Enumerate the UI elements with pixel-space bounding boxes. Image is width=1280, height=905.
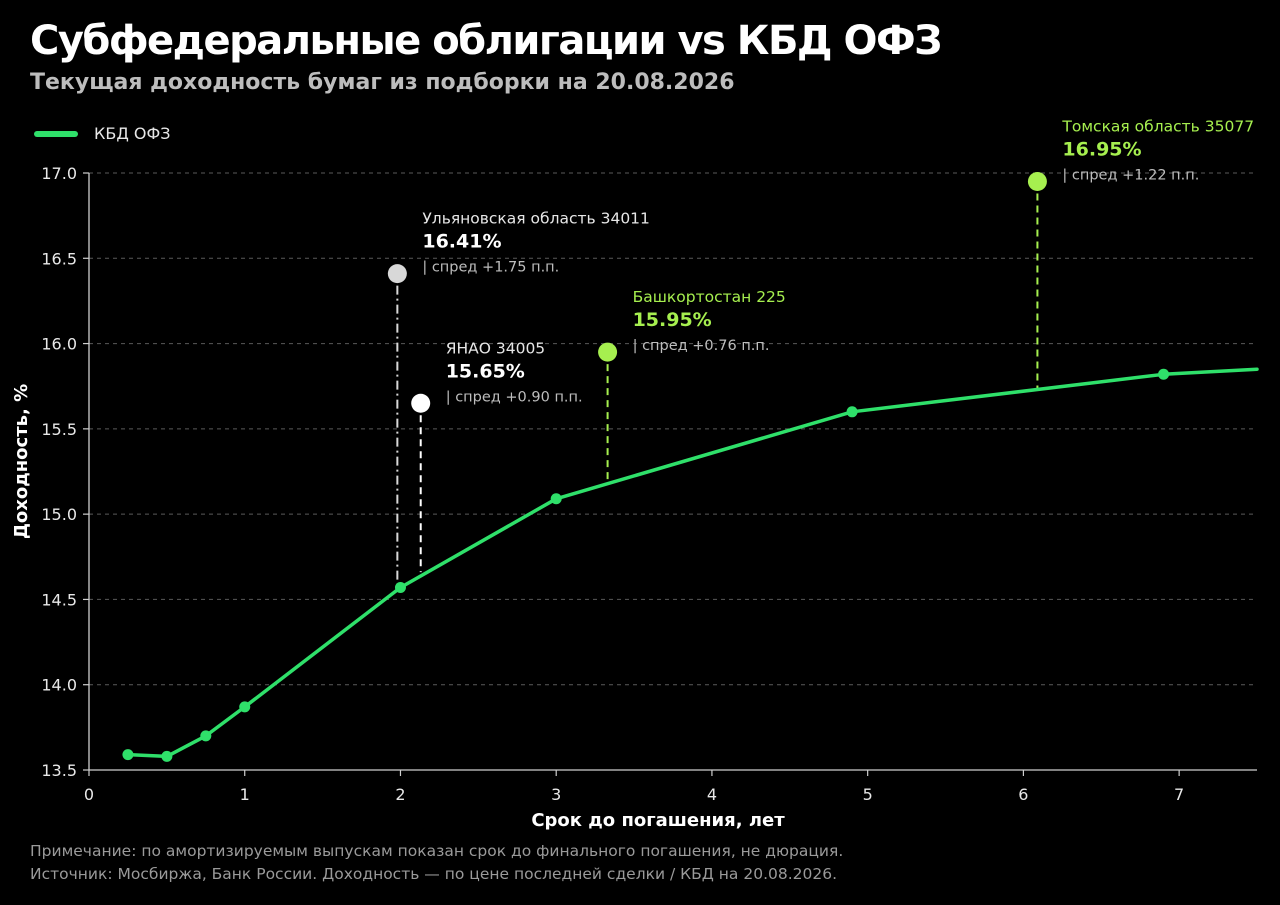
kbd-point [122,749,134,761]
y-tick-label: 15.5 [41,420,77,439]
y-tick-label: 16.0 [41,335,77,354]
spread-stems [396,193,1039,590]
footnote-source: Источник: Мосбиржа, Банк России. Доходно… [30,865,838,883]
bond-points: Ульяновская область 34011 16.41% | спред +… [387,118,1254,413]
grid-lines [89,172,1257,686]
bond-name-label: Ульяновская область 34011 [422,210,650,228]
kbd-point [1158,368,1170,380]
kbd-point [239,701,251,713]
bond-point [387,264,407,284]
legend-line-swatch [34,130,78,137]
bond-yield-label: 15.65% [446,360,525,382]
y-tick-label: 13.5 [41,761,77,780]
chart-title: Субфедеральные облигации vs КБД ОФЗ [30,18,943,64]
bond-name-label: Томская область 35077 [1061,118,1254,136]
kbd-point [550,493,562,505]
y-tick-label: 15.0 [41,505,77,524]
kbd-point [846,406,858,418]
x-tick-labels: 0 1 2 3 4 5 6 7 [84,785,1184,804]
x-tick-label: 3 [551,785,561,804]
x-tick-label: 6 [1018,785,1028,804]
bond-name-label: ЯНАО 34005 [446,339,545,357]
kbd-point [200,730,212,742]
y-tick-label: 16.5 [41,249,77,268]
bond-yield-label: 15.95% [633,309,712,331]
kbd-curve-line [126,367,1259,759]
x-tick-label: 2 [395,785,405,804]
y-tick-label: 14.0 [41,676,77,695]
bond-group: Башкортостан 225 15.95% | спред +0.76 п.п. [598,288,786,362]
bond-spread-label: | спред +0.90 п.п. [446,389,583,405]
y-tick-label: 17.0 [41,164,77,183]
bond-point [1027,172,1047,192]
kbd-curve [122,367,1259,762]
kbd-point [394,581,406,593]
kbd-point [161,750,173,762]
bond-group: Ульяновская область 34011 16.41% | спред +… [387,210,650,284]
x-tick-label: 7 [1174,785,1184,804]
bond-group: Томская область 35077 16.95% | спред +1.22… [1027,118,1254,192]
footnote-note: Примечание: по амортизируемым выпускам п… [30,842,844,860]
bond-spread-label: | спред +0.76 п.п. [633,338,770,354]
bond-spread-label: | спред +1.22 п.п. [1062,168,1199,184]
axes [83,172,1257,776]
x-tick-label: 0 [84,785,94,804]
bond-name-label: Башкортостан 225 [633,288,786,306]
bond-point [598,342,618,362]
y-axis-label: Доходность, % [11,384,32,539]
bond-spread-label: | спред +1.75 п.п. [422,260,559,276]
bond-yield-label: 16.95% [1062,139,1141,161]
chart-subtitle: Текущая доходность бумаг из подборки на … [30,70,735,95]
y-tick-labels: 13.5 14.0 14.5 15.0 15.5 16.0 16.5 17.0 [41,164,77,780]
bond-group: ЯНАО 34005 15.65% | спред +0.90 п.п. [411,339,583,413]
legend: КБД ОФЗ [34,124,171,143]
x-tick-label: 4 [707,785,717,804]
legend-label: КБД ОФЗ [94,124,171,143]
x-axis-label: Срок до погашения, лет [531,810,785,831]
x-tick-label: 1 [240,785,250,804]
y-tick-label: 14.5 [41,590,77,609]
bond-point [411,393,431,413]
bond-yield-label: 16.41% [422,231,501,253]
x-tick-label: 5 [863,785,873,804]
